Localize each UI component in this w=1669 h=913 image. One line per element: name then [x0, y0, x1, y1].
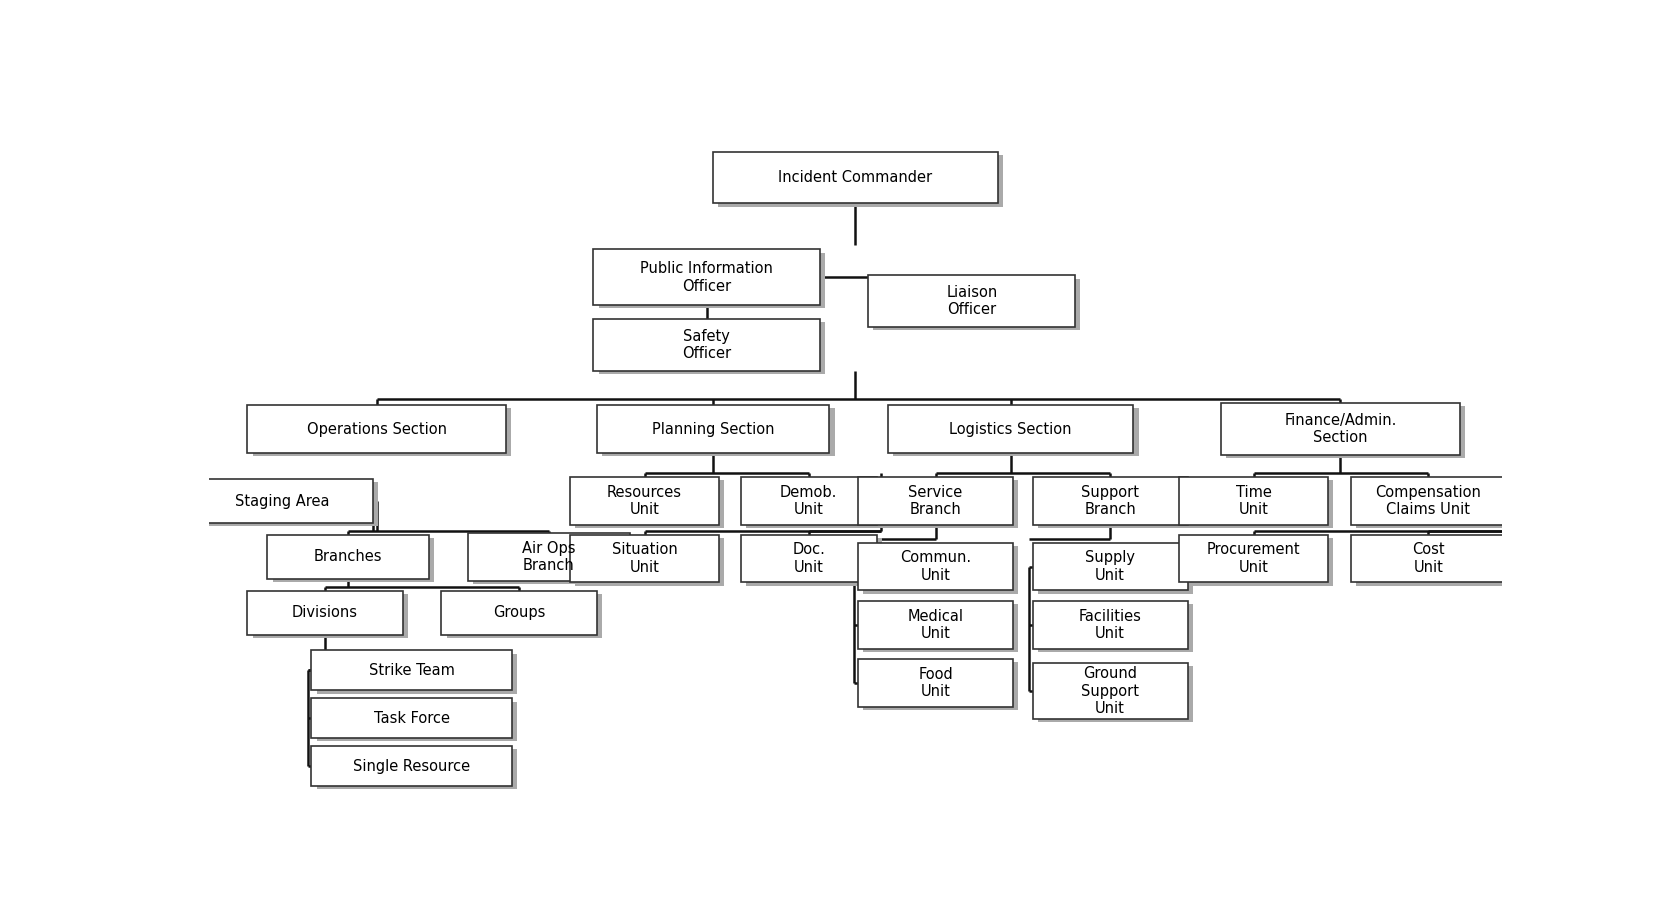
Bar: [1355, 480, 1510, 528]
Bar: [272, 538, 434, 582]
Text: Incident Commander: Incident Commander: [778, 170, 933, 185]
Bar: [312, 746, 512, 786]
Bar: [863, 546, 1018, 593]
Text: Divisions: Divisions: [292, 605, 359, 620]
Text: Finance/Admin.
Section: Finance/Admin. Section: [1283, 413, 1397, 446]
Bar: [718, 154, 1003, 206]
Text: Staging Area: Staging Area: [235, 494, 329, 509]
Text: Commun.
Unit: Commun. Unit: [900, 551, 971, 582]
Bar: [1185, 480, 1334, 528]
Bar: [252, 594, 407, 638]
Bar: [888, 405, 1133, 453]
Text: Compensation
Claims Unit: Compensation Claims Unit: [1375, 485, 1482, 517]
Text: Resources
Unit: Resources Unit: [608, 485, 683, 517]
Bar: [863, 604, 1018, 652]
Bar: [447, 594, 603, 638]
Bar: [247, 405, 506, 453]
Bar: [599, 253, 824, 309]
Bar: [1227, 406, 1465, 458]
Bar: [192, 479, 372, 523]
Bar: [741, 477, 876, 525]
Bar: [603, 408, 834, 456]
Text: Service
Branch: Service Branch: [908, 485, 963, 517]
Text: Time
Unit: Time Unit: [1235, 485, 1272, 517]
Bar: [594, 320, 819, 372]
Bar: [1033, 542, 1188, 591]
Bar: [858, 659, 1013, 707]
Bar: [317, 654, 517, 694]
Text: Food
Unit: Food Unit: [918, 667, 953, 699]
Bar: [197, 482, 379, 526]
Bar: [576, 538, 724, 586]
Bar: [1038, 480, 1193, 528]
Bar: [267, 535, 429, 579]
Text: Situation
Unit: Situation Unit: [611, 542, 678, 574]
Bar: [873, 278, 1080, 331]
Bar: [1185, 538, 1334, 586]
Text: Planning Section: Planning Section: [653, 422, 774, 436]
Bar: [1180, 534, 1329, 582]
Bar: [1350, 534, 1505, 582]
Bar: [1038, 546, 1193, 593]
Bar: [599, 322, 824, 374]
Text: Medical
Unit: Medical Unit: [908, 609, 963, 641]
Bar: [1033, 477, 1188, 525]
Bar: [863, 663, 1018, 710]
Text: Strike Team: Strike Team: [369, 663, 454, 677]
Text: Supply
Unit: Supply Unit: [1085, 551, 1135, 582]
Text: Liaison
Officer: Liaison Officer: [946, 285, 998, 318]
Text: Single Resource: Single Resource: [354, 759, 471, 773]
Text: Support
Branch: Support Branch: [1082, 485, 1140, 517]
Text: Public Information
Officer: Public Information Officer: [641, 261, 773, 293]
Bar: [1033, 663, 1188, 719]
Bar: [576, 480, 724, 528]
Bar: [317, 701, 517, 741]
Bar: [741, 534, 876, 582]
Text: Demob.
Unit: Demob. Unit: [779, 485, 838, 517]
Bar: [1350, 477, 1505, 525]
Text: Operations Section: Operations Section: [307, 422, 447, 436]
Bar: [1355, 538, 1510, 586]
Bar: [571, 477, 719, 525]
Bar: [1038, 666, 1193, 722]
Bar: [594, 249, 819, 305]
Bar: [1220, 404, 1460, 455]
Bar: [312, 698, 512, 739]
Bar: [467, 533, 629, 581]
Bar: [868, 276, 1075, 327]
Text: Facilities
Unit: Facilities Unit: [1078, 609, 1142, 641]
Bar: [1038, 604, 1193, 652]
Text: Groups: Groups: [492, 605, 546, 620]
Text: Air Ops
Branch: Air Ops Branch: [522, 540, 576, 573]
Bar: [598, 405, 829, 453]
Bar: [858, 542, 1013, 591]
Bar: [247, 591, 402, 635]
Text: Ground
Support
Unit: Ground Support Unit: [1082, 666, 1140, 716]
Bar: [893, 408, 1138, 456]
Text: Procurement
Unit: Procurement Unit: [1207, 542, 1300, 574]
Bar: [746, 538, 881, 586]
Bar: [1033, 601, 1188, 649]
Bar: [441, 591, 596, 635]
Text: Doc.
Unit: Doc. Unit: [793, 542, 824, 574]
Bar: [571, 534, 719, 582]
Text: Cost
Unit: Cost Unit: [1412, 542, 1445, 574]
Bar: [858, 477, 1013, 525]
Text: Logistics Section: Logistics Section: [950, 422, 1071, 436]
Bar: [863, 480, 1018, 528]
Text: Branches: Branches: [314, 550, 382, 564]
Text: Task Force: Task Force: [374, 711, 449, 726]
Bar: [472, 536, 634, 584]
Bar: [317, 750, 517, 790]
Text: Safety
Officer: Safety Officer: [683, 329, 731, 362]
Bar: [252, 408, 511, 456]
Bar: [746, 480, 881, 528]
Bar: [1180, 477, 1329, 525]
Bar: [713, 152, 998, 204]
Bar: [858, 601, 1013, 649]
Bar: [312, 650, 512, 690]
